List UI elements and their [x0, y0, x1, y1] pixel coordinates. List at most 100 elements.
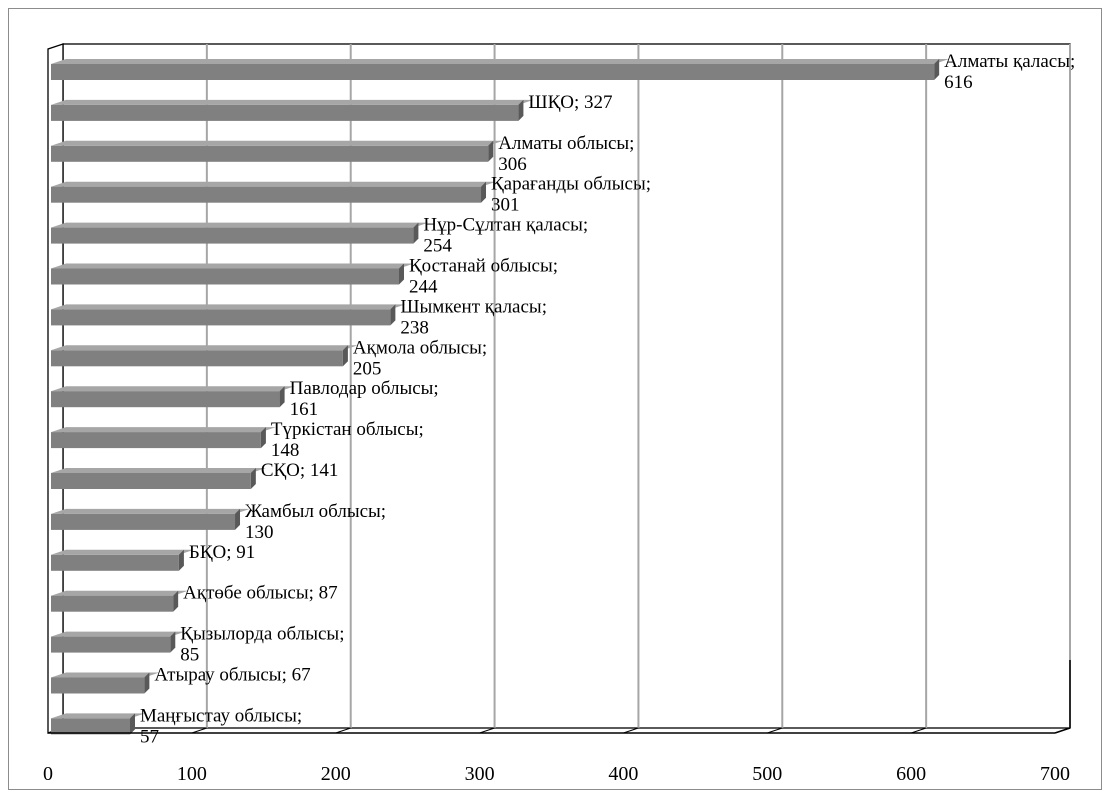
data-label: 205: [353, 358, 382, 379]
data-label: Жамбыл облысы;: [245, 501, 386, 522]
data-label: 306: [498, 154, 527, 175]
floor-line: [767, 727, 783, 734]
bar-side: [260, 427, 266, 449]
data-label: 148: [271, 440, 300, 461]
bar: [51, 677, 145, 694]
bar-side: [144, 672, 150, 694]
axes: [48, 660, 1071, 734]
bar-top: [51, 468, 266, 473]
bar: [51, 595, 174, 612]
bar: [51, 391, 280, 408]
bar-top: [51, 713, 145, 719]
bar-side: [178, 549, 184, 571]
x-tick-label: 700: [1040, 763, 1070, 785]
bar: [51, 268, 400, 285]
bar-top: [51, 181, 497, 187]
data-label: 57: [140, 726, 159, 747]
bar-top: [51, 386, 295, 392]
bar-top: [51, 59, 950, 64]
bar-top: [51, 304, 406, 310]
data-label: БҚО; 91: [189, 542, 255, 563]
bar-top: [51, 222, 429, 228]
bar-top: [51, 590, 189, 596]
bar: [51, 513, 236, 530]
bar-side: [170, 631, 176, 653]
bar-top: [51, 99, 534, 105]
x-tick-label: 400: [608, 763, 638, 785]
data-label: 130: [245, 522, 274, 543]
bar-top: [51, 672, 160, 678]
data-label: СҚО; 141: [261, 460, 339, 481]
floor-line: [623, 727, 639, 734]
data-label: 85: [180, 645, 199, 666]
bar-top: [51, 140, 504, 146]
data-label: Шымкент қаласы;: [400, 296, 547, 317]
data-label: Павлодар облысы;: [290, 378, 439, 399]
bar-side: [390, 304, 396, 326]
x-tick-label: 0: [43, 763, 53, 785]
bar-side: [235, 508, 241, 530]
data-label: 244: [409, 277, 438, 298]
data-label: ШҚО; 327: [528, 92, 612, 113]
bar-top: [51, 549, 194, 555]
bar-side: [173, 590, 179, 612]
bar: [51, 718, 130, 735]
floor-line: [335, 727, 351, 734]
data-label: 161: [290, 399, 319, 420]
data-label: Ақмола облысы;: [353, 337, 487, 358]
bar: [51, 227, 414, 244]
bar: [51, 350, 343, 367]
bar-side: [399, 263, 405, 285]
bars: [51, 59, 950, 735]
x-tick-label: 600: [896, 763, 926, 785]
bar-side: [413, 222, 419, 244]
bar-top: [51, 427, 276, 433]
data-label: Қарағанды облысы;: [491, 174, 651, 195]
bar: [51, 64, 935, 80]
bar: [51, 432, 261, 449]
x-tick-label: 300: [465, 763, 495, 785]
bar-side: [934, 59, 940, 80]
data-label: 301: [491, 195, 520, 216]
data-label: Ақтөбе облысы; 87: [183, 583, 338, 604]
data-label: 238: [400, 317, 429, 338]
x-axis-depth: [1054, 727, 1071, 734]
bar: [51, 186, 482, 203]
bar-top: [51, 631, 186, 637]
data-label: Маңғыстау облысы;: [140, 705, 302, 726]
data-label: Қызылорда облысы;: [180, 624, 344, 645]
bar: [51, 636, 171, 653]
bar-side: [129, 713, 135, 735]
floor-line: [191, 727, 208, 734]
data-label: Алматы қаласы;: [944, 51, 1075, 72]
x-tick-labels: 0 100 200 300 400 500 600 700: [43, 763, 1070, 785]
floor-line: [479, 727, 495, 734]
data-label: 616: [944, 72, 973, 93]
bar-side: [518, 99, 524, 121]
bar: [51, 554, 179, 571]
bar: [51, 145, 489, 162]
data-label: Атырау облысы; 67: [154, 665, 310, 686]
bar-side: [488, 140, 494, 162]
data-label: Нұр-Сұлтан қаласы;: [423, 215, 588, 236]
data-label: Қостанай облысы;: [409, 256, 558, 277]
data-label: 254: [423, 236, 452, 257]
bar-side: [342, 345, 348, 367]
bar-top: [51, 263, 415, 269]
x-tick-label: 200: [321, 763, 351, 785]
bar-side: [250, 468, 256, 489]
data-label: Алматы облысы;: [498, 133, 634, 154]
bar-side: [481, 181, 487, 203]
x-tick-label: 100: [177, 763, 207, 785]
bar: [51, 309, 391, 326]
bar: [51, 473, 251, 489]
bar: [51, 104, 519, 121]
floor-line: [910, 727, 927, 734]
x-tick-label: 500: [752, 763, 782, 785]
bar-top: [51, 508, 251, 514]
bar-top: [51, 345, 358, 351]
data-label: Түркістан облысы;: [271, 419, 424, 440]
bar-side: [279, 386, 285, 408]
